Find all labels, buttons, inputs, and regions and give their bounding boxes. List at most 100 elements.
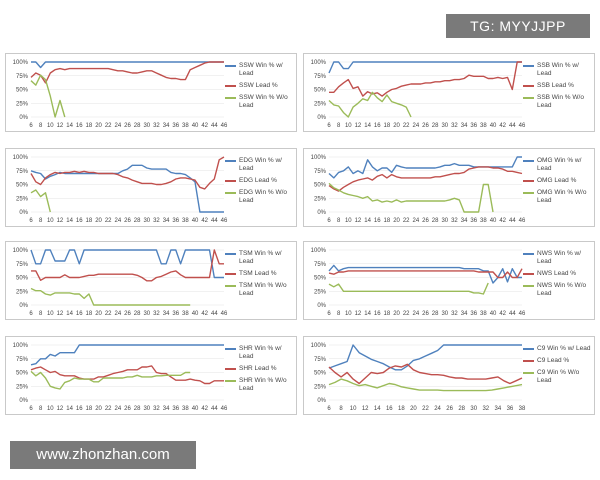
c9-series-win-with-lead-line — [328, 344, 522, 371]
legend-item-ssb-win-with-lead: SSB Win % w/ Lead — [523, 62, 595, 78]
legend-item-c9-win-without-lead: C9 Win % W/o Lead — [523, 369, 595, 385]
shr-y-tick-label: 50% — [16, 371, 29, 377]
c9-series-win-without-lead-line — [328, 378, 523, 392]
ssw-y-tick-label: 0% — [19, 115, 28, 121]
nws-x-tick-label: 46 — [519, 311, 526, 317]
ssb-x-tick-label: 12 — [355, 123, 362, 129]
tsm-x-tick-label: 8 — [39, 311, 43, 317]
edg-x-tick-label: 8 — [39, 218, 43, 224]
omg-x-tick-label: 44 — [509, 218, 516, 224]
edg-x-tick-label: 6 — [29, 218, 33, 224]
omg-x-tick-label: 30 — [441, 218, 448, 224]
ssb-y-tick-label: 25% — [314, 101, 327, 107]
legend-nws: NWS Win % w/ Lead NWS Lead % NWS Win % W… — [523, 250, 595, 302]
c9-x-tick-label: 30 — [470, 406, 477, 412]
ssb-y-tick-label: 0% — [317, 115, 326, 121]
tsm-y-tick-label: 0% — [19, 303, 28, 309]
edg-x-tick-label: 18 — [86, 218, 93, 224]
tsm-x-tick-label: 18 — [86, 311, 93, 317]
ssw-x-tick-label: 22 — [105, 123, 112, 129]
ssb-x-tick-label: 24 — [413, 123, 420, 129]
watermark-tg: TG: MYYJJPP — [446, 14, 590, 38]
tsm-series-win-with-lead-line — [30, 249, 224, 279]
tsm-series-win-without-lead-line — [30, 287, 191, 306]
ssw-x-tick-label: 28 — [134, 123, 141, 129]
nws-x-tick-label: 6 — [327, 311, 331, 317]
tsm-x-tick-label: 28 — [134, 311, 141, 317]
legend-item-nws-lead: NWS Lead % — [523, 270, 595, 278]
chart-panel-ssb: 100% 75% 50% 25% 0% 6 8 10 12 14 16 18 20 22 24 26 28 30 3… — [303, 53, 595, 132]
edg-x-tick-label: 12 — [57, 218, 64, 224]
tsm-x-tick-label: 44 — [211, 311, 218, 317]
omg-series-lead-line — [328, 166, 523, 192]
shr-x-tick-label: 22 — [105, 406, 112, 412]
tsm-x-tick-label: 26 — [124, 311, 131, 317]
omg-y-tick-label: 75% — [314, 169, 327, 175]
shr-x-tick-label: 40 — [192, 406, 199, 412]
omg-x-tick-label: 8 — [337, 218, 341, 224]
omg-y-tick-label: 25% — [314, 196, 327, 202]
edg-x-tick-label: 46 — [221, 218, 228, 224]
edg-y-tick-label: 0% — [19, 210, 28, 216]
c9-x-tick-label: 16 — [386, 406, 393, 412]
legend-item-c9-win-with-lead: C9 Win % w/ Lead — [523, 345, 595, 353]
ssb-x-tick-label: 26 — [422, 123, 429, 129]
shr-x-tick-label: 16 — [76, 406, 83, 412]
c9-x-tick-label: 34 — [495, 406, 502, 412]
shr-x-tick-label: 46 — [221, 406, 228, 412]
shr-x-tick-label: 44 — [211, 406, 218, 412]
legend-ssb: SSB Win % w/ Lead SSB Lead % SSB Win % W… — [523, 62, 595, 114]
omg-x-tick-label: 32 — [451, 218, 458, 224]
omg-x-tick-label: 20 — [393, 218, 400, 224]
nws-x-tick-label: 38 — [480, 311, 487, 317]
c9-x-tick-label: 12 — [362, 406, 369, 412]
ssb-x-tick-label: 16 — [374, 123, 381, 129]
tsm-x-tick-label: 14 — [66, 311, 73, 317]
c9-x-tick-label: 24 — [434, 406, 441, 412]
omg-x-tick-label: 28 — [432, 218, 439, 224]
ssw-x-tick-label: 44 — [211, 123, 218, 129]
legend-item-tsm-win-without-lead: TSM Win % W/o Lead — [225, 282, 297, 298]
ssb-x-tick-label: 20 — [393, 123, 400, 129]
ssw-x-tick-label: 46 — [221, 123, 228, 129]
nws-x-tick-label: 40 — [490, 311, 497, 317]
shr-x-tick-label: 26 — [124, 406, 131, 412]
nws-series-win-with-lead-line — [328, 264, 522, 284]
line-chart-c9: 100% 75% 50% 25% 0%6 8 10 12 14 16 18 20 22 24 26 28 30 3… — [311, 343, 526, 412]
ssw-series-win-with-lead-line — [31, 61, 224, 69]
nws-series-lead-line — [328, 268, 523, 279]
c9-x-tick-label: 28 — [458, 406, 465, 412]
ssw-x-tick-label: 42 — [201, 123, 208, 129]
c9-x-tick-label: 20 — [410, 406, 417, 412]
watermark-site: www.zhonzhan.com — [10, 441, 196, 469]
chart-panel-ssw: 100% 75% 50% 25% 0% 6 8 10 12 14 16 18 20 22 24 26 28 30 3… — [5, 53, 297, 132]
shr-x-tick-label: 42 — [201, 406, 208, 412]
omg-x-tick-label: 24 — [413, 218, 420, 224]
omg-x-tick-label: 22 — [403, 218, 410, 224]
tsm-x-tick-label: 6 — [29, 311, 33, 317]
ssb-x-tick-label: 40 — [490, 123, 497, 129]
shr-series-win-with-lead-line — [30, 344, 224, 366]
ssw-x-tick-label: 32 — [153, 123, 160, 129]
edg-x-tick-label: 14 — [66, 218, 73, 224]
ssb-series-win-without-lead-line — [328, 91, 412, 118]
nws-x-tick-label: 42 — [499, 311, 506, 317]
omg-x-tick-label: 10 — [345, 218, 352, 224]
tsm-y-tick-label: 75% — [16, 262, 29, 268]
nws-x-tick-label: 24 — [413, 311, 420, 317]
omg-x-tick-label: 34 — [461, 218, 468, 224]
edg-x-tick-label: 44 — [211, 218, 218, 224]
nws-y-tick-label: 25% — [314, 289, 327, 295]
ssw-x-tick-label: 16 — [76, 123, 83, 129]
nws-x-tick-label: 20 — [393, 311, 400, 317]
edg-x-tick-label: 10 — [47, 218, 54, 224]
legend-item-shr-win-with-lead: SHR Win % w/ Lead — [225, 345, 297, 361]
legend-ssw: SSW Win % w/ Lead SSW Lead % SSW Win % W… — [225, 62, 297, 114]
ssw-x-tick-label: 10 — [47, 123, 54, 129]
c9-series-lead-line — [328, 363, 523, 385]
edg-x-tick-label: 16 — [76, 218, 83, 224]
legend-omg: OMG Win % w/ Lead OMG Lead % OMG Win % W… — [523, 157, 595, 209]
ssw-x-tick-label: 38 — [182, 123, 189, 129]
c9-x-tick-label: 26 — [446, 406, 453, 412]
edg-y-tick-label: 75% — [16, 169, 29, 175]
